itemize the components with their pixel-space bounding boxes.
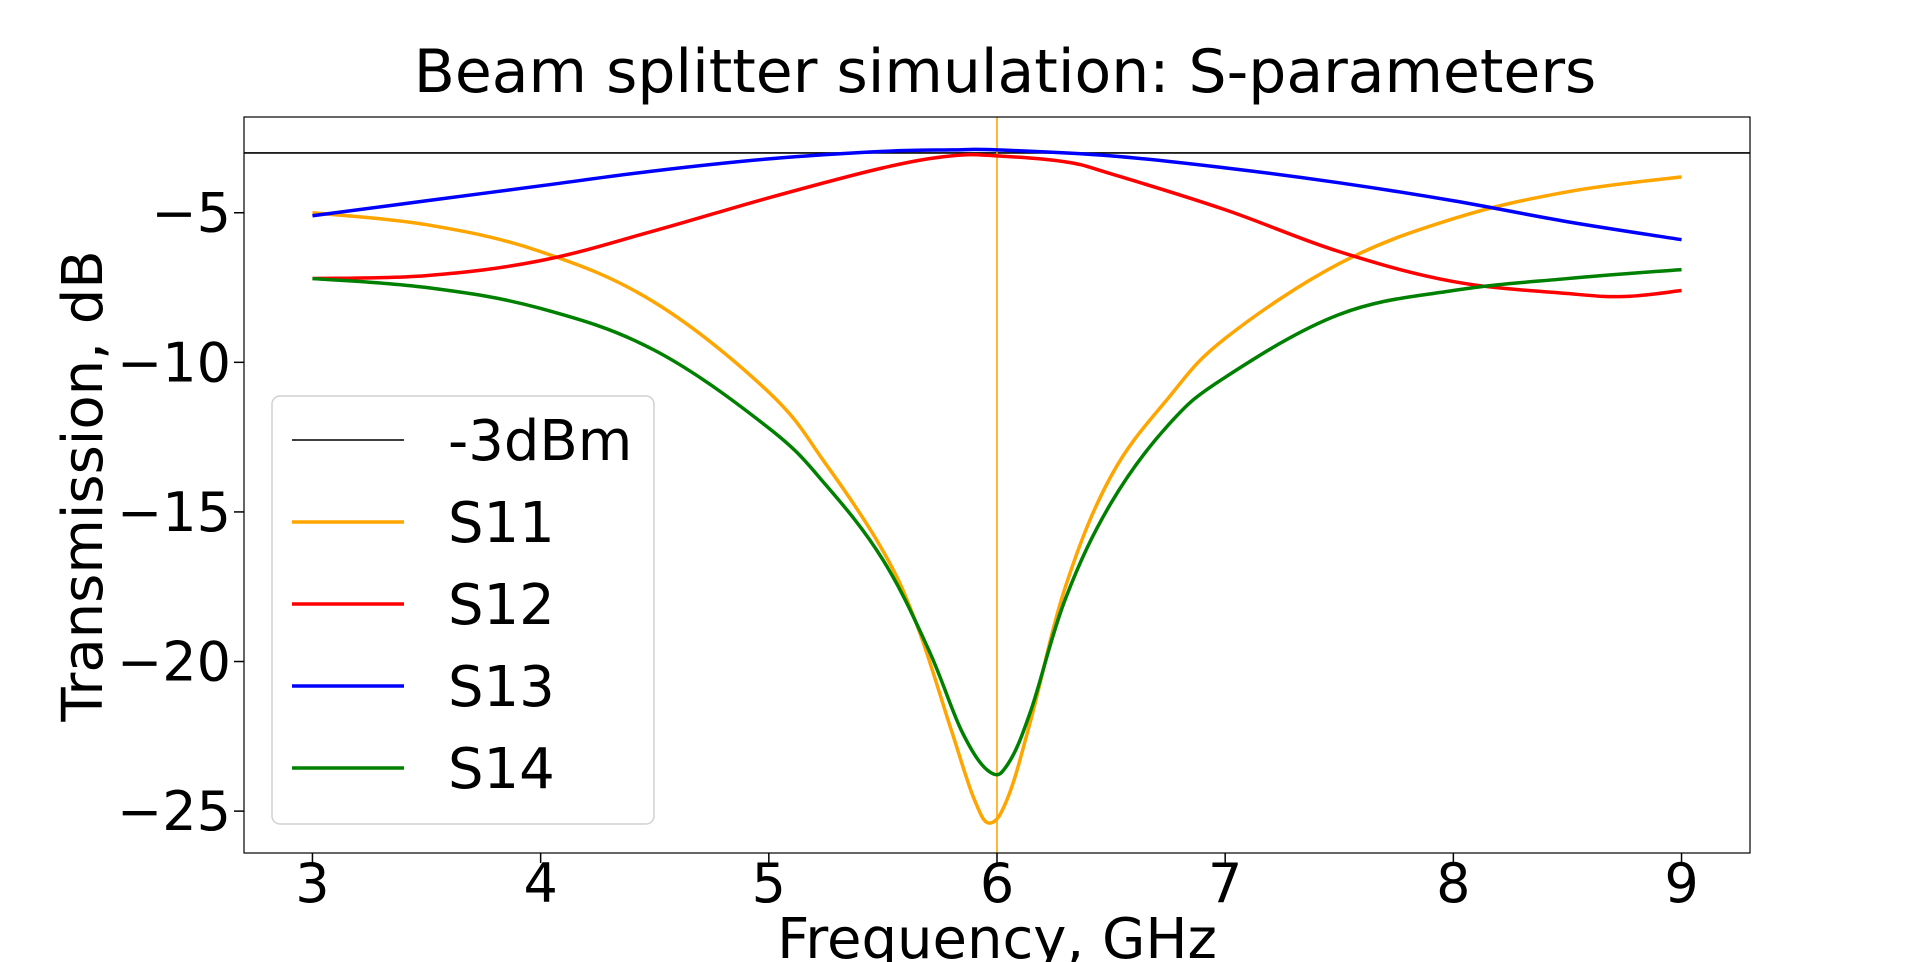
series-line-s14: [312, 267, 1682, 777]
x-tick-label: 6: [980, 852, 1014, 915]
y-axis-ticks: −5 −10 −15 −20 −25: [117, 182, 244, 843]
chart-title: Beam splitter simulation: S-parameters: [414, 37, 1597, 107]
x-axis-label: Frequency, GHz: [777, 907, 1217, 962]
plot-area: [243, 116, 1751, 854]
x-tick-label: 5: [752, 852, 786, 915]
legend: -3dBm S11 S12 S13 S14: [271, 395, 655, 825]
y-tick-label: −25: [117, 780, 231, 843]
series-line-s11: [312, 175, 1682, 825]
y-tick-label: −10: [117, 331, 231, 394]
x-tick-label: 4: [523, 852, 557, 915]
x-axis-ticks: 3 4 5 6 7 8 9: [295, 852, 1698, 915]
y-tick-label: −20: [117, 631, 231, 694]
data-lines: [244, 117, 1750, 853]
legend-label-s14: S14: [448, 737, 555, 802]
series-line-s13: [312, 147, 1682, 242]
x-tick-label: 7: [1208, 852, 1242, 915]
legend-frame: [271, 395, 655, 825]
x-tick-label: 8: [1436, 852, 1470, 915]
legend-label-3dbm: -3dBm: [448, 409, 632, 474]
y-tick-label: −5: [151, 182, 231, 245]
series-line-s12: [312, 152, 1682, 299]
x-tick-label: 3: [295, 852, 329, 915]
y-axis-label: Transmission, dB: [51, 250, 116, 722]
legend-label-s12: S12: [448, 573, 555, 638]
legend-label-s13: S13: [448, 655, 555, 720]
y-tick-label: −15: [117, 481, 231, 544]
legend-label-s11: S11: [448, 491, 555, 556]
x-tick-label: 9: [1664, 852, 1698, 915]
